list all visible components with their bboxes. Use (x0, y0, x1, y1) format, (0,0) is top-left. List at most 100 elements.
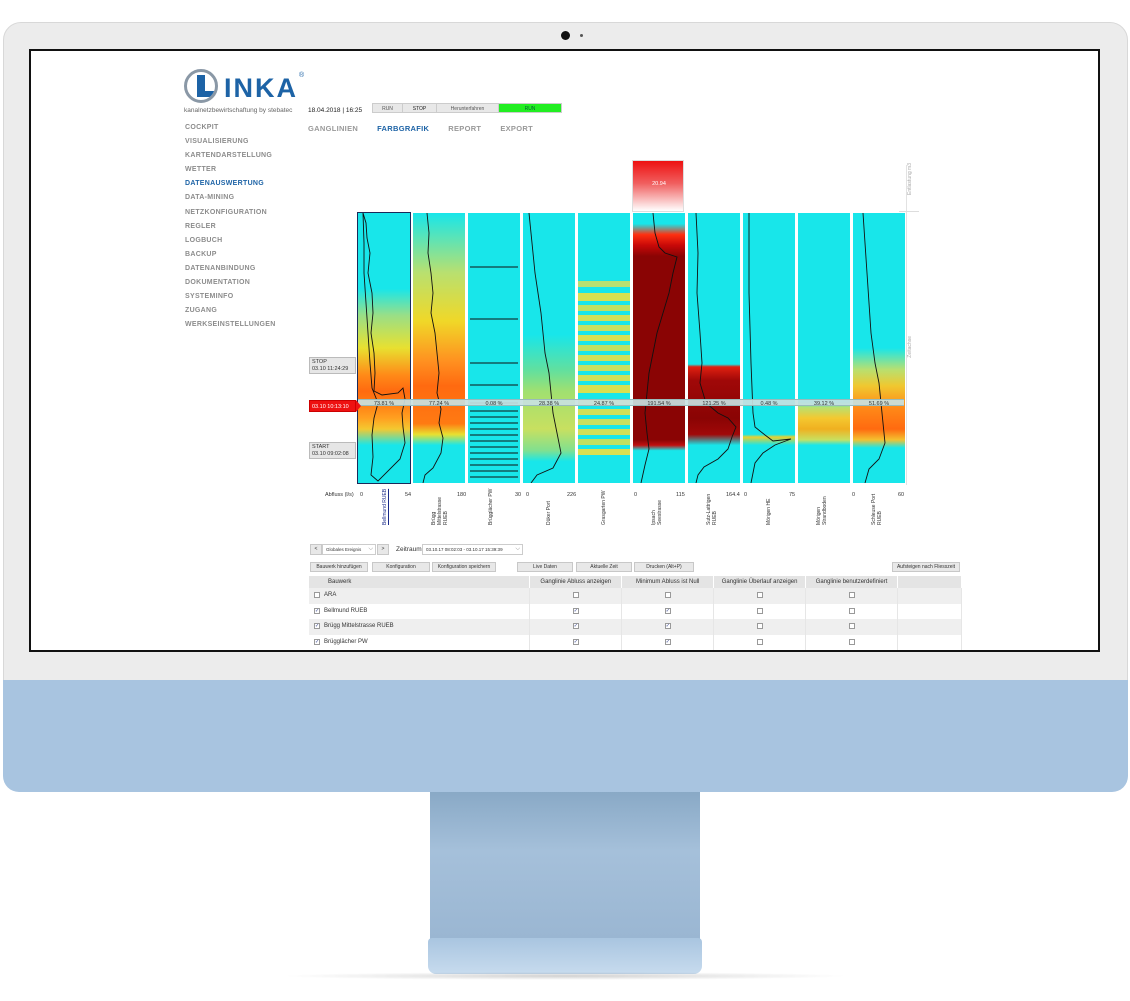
checkbox-ganglinie-ueberlauf[interactable] (756, 592, 763, 599)
checkbox-ganglinie-benutzerdefiniert[interactable] (848, 623, 855, 630)
time-cursor[interactable] (358, 399, 904, 406)
heatmap-column-dueker-port[interactable] (523, 213, 575, 483)
trace-line (362, 213, 406, 482)
konfiguration-speichern-button[interactable]: Konfiguration speichern (432, 562, 496, 572)
trace-line (862, 213, 886, 483)
sidebar-item-dokumentation[interactable]: DOKUMENTATION (185, 279, 251, 287)
tab-ganglinien[interactable]: GANGLINIEN (308, 124, 359, 133)
sidebar-item-backup[interactable]: BACKUP (185, 250, 217, 258)
sidebar-item-visualisierung[interactable]: VISUALISIERUNG (185, 138, 249, 146)
pct-sutz-lattrigen-rueb: 121.25 % (702, 401, 726, 407)
heatmap-column-ipsach-seestrasse[interactable] (633, 213, 685, 483)
current-time-marker[interactable]: 03.10 10:13:10 (309, 400, 356, 412)
pct-moerigen-strandboden: 39.12 % (813, 401, 835, 407)
tab-report[interactable]: REPORT (448, 124, 482, 133)
column-label-moerigen-he[interactable]: Mörigen HE (766, 498, 772, 525)
sidebar-item-zugang[interactable]: ZUGANG (185, 307, 218, 315)
sidebar-item-systeminfo[interactable]: SYSTEMINFO (185, 293, 234, 301)
overflow-bar[interactable]: 20.94 (632, 160, 684, 212)
row-checkbox[interactable]: ✓ (314, 623, 320, 630)
pct-schleuse-port-rueb: 51.69 % (868, 401, 890, 407)
heatmap-column-grasgarten-pw[interactable] (578, 213, 630, 483)
checkbox-minimum-abluss[interactable] (664, 592, 671, 599)
prev-event-button[interactable]: < (310, 544, 322, 555)
monitor-shadow (280, 972, 850, 980)
sidebar-item-datenanbindung[interactable]: DATENANBINDUNG (185, 264, 256, 272)
start-marker[interactable]: START 03.10 09:02:08 (309, 442, 356, 459)
sidebar-item-regler[interactable]: REGLER (185, 222, 216, 230)
sidebar-item-cockpit[interactable]: COCKPIT (185, 124, 219, 131)
heatmap-column-brueggl-acher-pw[interactable] (468, 213, 520, 483)
sidebar-item-netzkonfiguration[interactable]: NETZKONFIGURATION (185, 208, 267, 216)
heatmap-column-bellmund-rueb[interactable] (357, 212, 411, 484)
event-select[interactable]: Globales Ereignis ⌵ (322, 544, 376, 555)
row-name: Brügglächer PW (324, 638, 368, 645)
checkbox-ganglinie-benutzerdefiniert[interactable] (848, 592, 855, 599)
column-label-grasgarten-pw[interactable]: Grasgarten PW (601, 490, 607, 525)
row-checkbox[interactable]: ✓ (314, 638, 320, 645)
column-header-bauwerk[interactable]: Bauwerk (309, 576, 531, 588)
aktuelle-zeit-button[interactable]: Aktuelle Zeit (576, 562, 632, 572)
tab-farbgrafik[interactable]: FARBGRAFIK (377, 124, 430, 133)
konfiguration-button[interactable]: Konfiguration (372, 562, 430, 572)
checkbox-ganglinie-ueberlauf[interactable] (756, 623, 763, 630)
checkbox-ganglinie-ueberlauf[interactable] (756, 638, 763, 645)
checkbox-ganglinie-abluss[interactable]: ✓ (572, 623, 579, 630)
heatmap-column-moerigen-he[interactable] (743, 213, 795, 483)
column-label-bellmund-rueb[interactable]: Bellmund RUEB (382, 488, 388, 525)
table-row[interactable]: ARA (309, 588, 962, 604)
column-header-spacer (897, 576, 962, 588)
checkbox-ganglinie-abluss[interactable] (572, 592, 579, 599)
pct-dueker-port: 28.38 % (538, 401, 560, 407)
stop-marker[interactable]: STOP 03.10 11:24:29 (309, 357, 356, 374)
tab-export[interactable]: EXPORT (500, 124, 533, 133)
stop-button[interactable]: STOP (403, 104, 437, 112)
sidebar-item-datenauswertung[interactable]: DATENAUSWERTUNG (185, 180, 265, 188)
column-header-ganglinie-benutzerdefiniert[interactable]: Ganglinie benutzerdefiniert (805, 576, 899, 588)
checkbox-ganglinie-abluss[interactable]: ✓ (572, 638, 579, 645)
run-status-indicator[interactable]: RUN (499, 104, 561, 112)
column-label-dueker-port[interactable]: Düker Port (546, 501, 552, 525)
table-row[interactable]: ✓ Brügglächer PW ✓ ✓ (309, 634, 962, 650)
sidebar-item-logbuch[interactable]: LOGBUCH (185, 236, 223, 244)
sidebar-item-data-mining[interactable]: DATA-MINING (185, 194, 235, 202)
sidebar-item-werkseinstellungen[interactable]: WERKSEINSTELLUNGEN (185, 321, 276, 329)
brand-name: INKA (224, 73, 298, 103)
table-row[interactable]: ✓ Brügg Mittelstrasse RUEB ✓ ✓ (309, 619, 962, 635)
column-label-schleuse-port-rueb[interactable]: Schleuse Port RUEB (871, 493, 883, 525)
checkbox-ganglinie-benutzerdefiniert[interactable] (848, 607, 855, 614)
next-event-button[interactable]: > (377, 544, 389, 555)
checkbox-ganglinie-abluss[interactable]: ✓ (572, 607, 579, 614)
column-label-brueggl-acher-pw[interactable]: Brügglächer PW (488, 488, 494, 525)
sidebar-item-wetter[interactable]: WETTER (185, 166, 217, 174)
zeitraum-select[interactable]: 03.10.17 08:02:03 - 03.10.17 15:39:39 ⌵ (422, 544, 523, 555)
column-label-sutz-lattrigen-rueb[interactable]: Sutz-Lattrigen RUEB (706, 493, 718, 525)
column-label-ipsach-seestrasse[interactable]: Ipsach Seestrasse (651, 499, 663, 525)
shutdown-button[interactable]: Herunterfahren (437, 104, 499, 112)
heatmap-column-bruegg-mittelstrasse-rueb[interactable] (413, 213, 465, 483)
chevron-down-icon: ⌵ (368, 546, 373, 552)
sidebar-item-kartendarstellung[interactable]: KARTENDARSTELLUNG (185, 152, 273, 160)
add-bauwerk-button[interactable]: Bauwerk hinzufügen (310, 562, 368, 572)
heatmap-column-schleuse-port-rueb[interactable] (853, 213, 905, 483)
column-label-moerigen-strandboden[interactable]: Mörigen Strandboden (816, 496, 828, 525)
print-button[interactable]: Drucken (Alt+P) (634, 562, 694, 572)
column-header-ganglinie-ueberlauf[interactable]: Ganglinie Überlauf anzeigen (713, 576, 807, 588)
checkbox-ganglinie-benutzerdefiniert[interactable] (848, 638, 855, 645)
run-button[interactable]: RUN (373, 104, 403, 112)
checkbox-minimum-abluss[interactable]: ✓ (664, 607, 671, 614)
checkbox-ganglinie-ueberlauf[interactable] (756, 607, 763, 614)
row-checkbox[interactable] (314, 592, 320, 599)
live-daten-button[interactable]: Live Daten (517, 562, 573, 572)
checkbox-minimum-abluss[interactable]: ✓ (664, 638, 671, 645)
sort-fliesszeit-button[interactable]: Aufsteigen nach Fliesszeit (892, 562, 960, 572)
column-header-minimum-abluss[interactable]: Minimum Abluss ist Null (621, 576, 715, 588)
axis-max-bellmund: 54 (405, 492, 412, 498)
checkbox-minimum-abluss[interactable]: ✓ (664, 623, 671, 630)
column-header-ganglinie-abluss[interactable]: Ganglinie Abluss anzeigen (529, 576, 623, 588)
column-label-bruegg-mittelstrasse-rueb[interactable]: Brügg Mittelstrasse RUEB (431, 496, 449, 525)
row-checkbox[interactable]: ✓ (314, 607, 320, 614)
heatmap-column-sutz-lattrigen-rueb[interactable] (688, 213, 740, 483)
heatmap-column-moerigen-strandboden[interactable] (798, 213, 850, 483)
table-row[interactable]: ✓ Bellmund RUEB ✓ ✓ (309, 603, 962, 619)
